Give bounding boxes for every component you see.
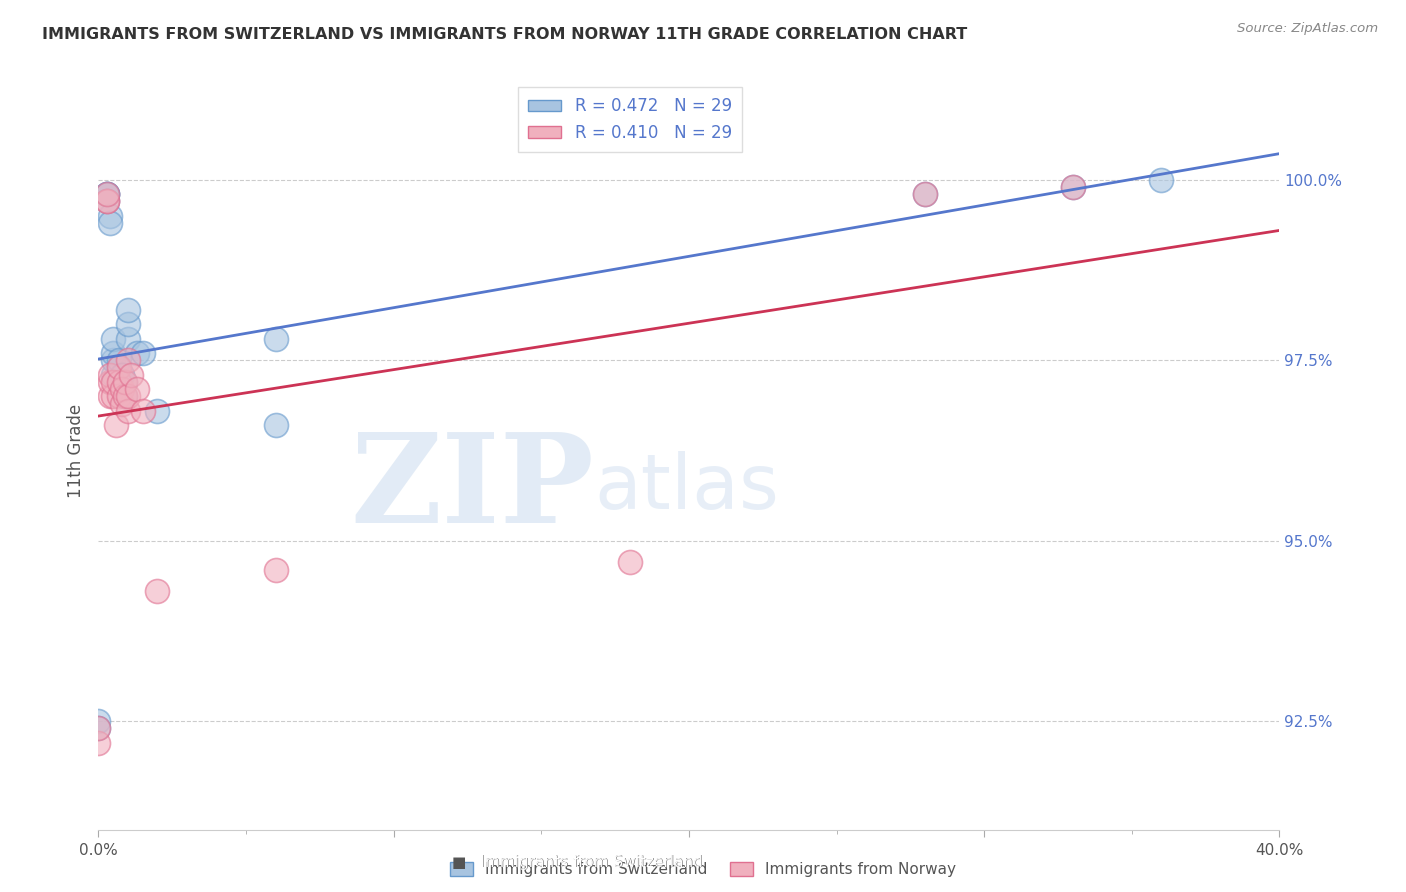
Text: atlas: atlas — [595, 451, 779, 525]
Point — [96, 187, 118, 202]
Point — [103, 346, 125, 360]
Text: Immigrants from Switzerland: Immigrants from Switzerland — [461, 855, 703, 870]
Point — [96, 194, 118, 209]
Point — [619, 555, 641, 569]
Point — [103, 353, 125, 368]
Point — [117, 389, 139, 403]
Point — [117, 302, 139, 317]
Point — [111, 368, 134, 382]
Point — [108, 353, 131, 368]
Text: Source: ZipAtlas.com: Source: ZipAtlas.com — [1237, 22, 1378, 36]
Point — [98, 389, 121, 403]
Point — [1062, 180, 1084, 194]
Point — [103, 375, 125, 389]
Point — [120, 368, 142, 382]
Point — [96, 187, 118, 202]
Point — [98, 375, 121, 389]
Point — [87, 736, 110, 750]
Point — [111, 368, 134, 382]
Text: ZIP: ZIP — [350, 428, 595, 549]
Point — [914, 187, 936, 202]
Point — [98, 209, 121, 223]
Point — [96, 187, 118, 202]
Point — [146, 403, 169, 417]
Point — [264, 332, 287, 346]
Point — [103, 368, 125, 382]
Point — [103, 389, 125, 403]
Point — [98, 368, 121, 382]
Point — [114, 389, 136, 403]
Legend: R = 0.472   N = 29, R = 0.410   N = 29: R = 0.472 N = 29, R = 0.410 N = 29 — [517, 87, 742, 152]
Point — [96, 194, 118, 209]
Point — [103, 332, 125, 346]
Point — [87, 722, 110, 736]
Text: IMMIGRANTS FROM SWITZERLAND VS IMMIGRANTS FROM NORWAY 11TH GRADE CORRELATION CHA: IMMIGRANTS FROM SWITZERLAND VS IMMIGRANT… — [42, 27, 967, 42]
Point — [125, 382, 148, 396]
Point — [146, 584, 169, 599]
Point — [264, 418, 287, 433]
Point — [98, 216, 121, 230]
Point — [914, 187, 936, 202]
Point — [117, 353, 139, 368]
Point — [111, 382, 134, 396]
Point — [108, 389, 131, 403]
Legend: Immigrants from Switzerland, Immigrants from Norway: Immigrants from Switzerland, Immigrants … — [444, 856, 962, 883]
Point — [96, 187, 118, 202]
Y-axis label: 11th Grade: 11th Grade — [66, 403, 84, 498]
Point — [108, 360, 131, 375]
Point — [264, 563, 287, 577]
Point — [87, 714, 110, 729]
Text: ■   Immigrants from Switzerland: ■ Immigrants from Switzerland — [451, 855, 703, 870]
Point — [1062, 180, 1084, 194]
Point — [132, 403, 155, 417]
Point — [114, 375, 136, 389]
Point — [105, 418, 128, 433]
Point — [108, 375, 131, 389]
Point — [117, 332, 139, 346]
Point — [114, 375, 136, 389]
Point — [125, 346, 148, 360]
Point — [132, 346, 155, 360]
Point — [114, 389, 136, 403]
Point — [108, 360, 131, 375]
Point — [117, 317, 139, 331]
Point — [87, 722, 110, 736]
Point — [96, 194, 118, 209]
Point — [117, 403, 139, 417]
Point — [111, 396, 134, 410]
Point — [1150, 172, 1173, 186]
